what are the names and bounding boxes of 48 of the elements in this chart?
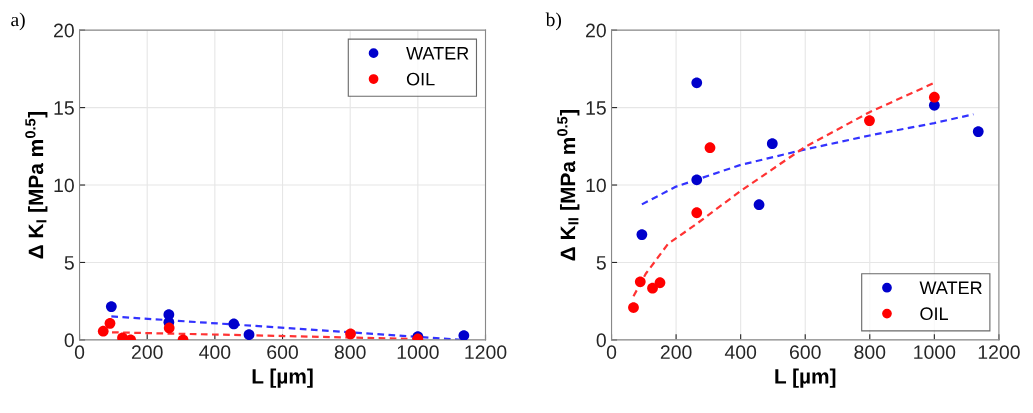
point bbox=[636, 229, 648, 240]
legend-label: WATER bbox=[919, 281, 982, 295]
x-tick-label: 0 bbox=[74, 345, 85, 360]
y-tick-label: 10 bbox=[586, 178, 606, 193]
x-tick-label: 600 bbox=[789, 345, 821, 360]
point bbox=[766, 138, 778, 150]
chart-title: a) bbox=[11, 12, 25, 31]
y-tick-label: 0 bbox=[596, 333, 606, 348]
point bbox=[634, 276, 646, 288]
point bbox=[628, 302, 639, 313]
y-tick-label: 20 bbox=[54, 23, 74, 38]
y-axis-title: Δ K$_{II}$ [MPa m$^{0.5}$] bbox=[557, 109, 580, 261]
y-tick-label: 15 bbox=[586, 101, 606, 115]
y-tick-label: 0 bbox=[64, 333, 74, 348]
x-tick-label: 1000 bbox=[914, 345, 956, 360]
x-axis-title: L [µm] bbox=[252, 368, 313, 388]
y-tick-label: 20 bbox=[586, 23, 606, 38]
point bbox=[864, 115, 875, 126]
legend-label: OIL bbox=[920, 307, 948, 321]
y-tick-label: 10 bbox=[54, 178, 74, 193]
point bbox=[704, 142, 716, 154]
x-axis-title: L [µm] bbox=[775, 368, 836, 388]
x-tick-label: 200 bbox=[131, 345, 163, 360]
x-tick-label: 400 bbox=[199, 345, 231, 360]
y-axis-title: Δ K$_{I}$ [MPa m$^{0.5}$] bbox=[25, 112, 48, 259]
point bbox=[654, 277, 666, 289]
point bbox=[928, 91, 940, 103]
x-tick-label: 800 bbox=[334, 345, 366, 360]
x-tick-label: 800 bbox=[854, 345, 886, 360]
y-tick-label: 5 bbox=[596, 256, 606, 270]
x-tick-label: 1200 bbox=[978, 345, 1020, 360]
legend-label: OIL bbox=[406, 72, 435, 86]
legend-label: WATER bbox=[406, 47, 469, 60]
x-tick-label: 1000 bbox=[397, 345, 439, 360]
point bbox=[691, 174, 703, 186]
x-tick-label: 1200 bbox=[465, 345, 507, 360]
y-tick-label: 15 bbox=[54, 101, 74, 115]
x-tick-label: 600 bbox=[267, 345, 298, 360]
point bbox=[753, 199, 765, 211]
point bbox=[647, 282, 658, 294]
point bbox=[691, 207, 703, 219]
y-tick-label: 5 bbox=[64, 256, 74, 270]
chart-title: b) bbox=[545, 12, 562, 31]
point bbox=[972, 126, 984, 137]
x-tick-label: 400 bbox=[724, 345, 757, 360]
x-tick-label: 0 bbox=[606, 345, 617, 360]
point bbox=[691, 77, 703, 89]
x-tick-label: 200 bbox=[660, 345, 692, 360]
